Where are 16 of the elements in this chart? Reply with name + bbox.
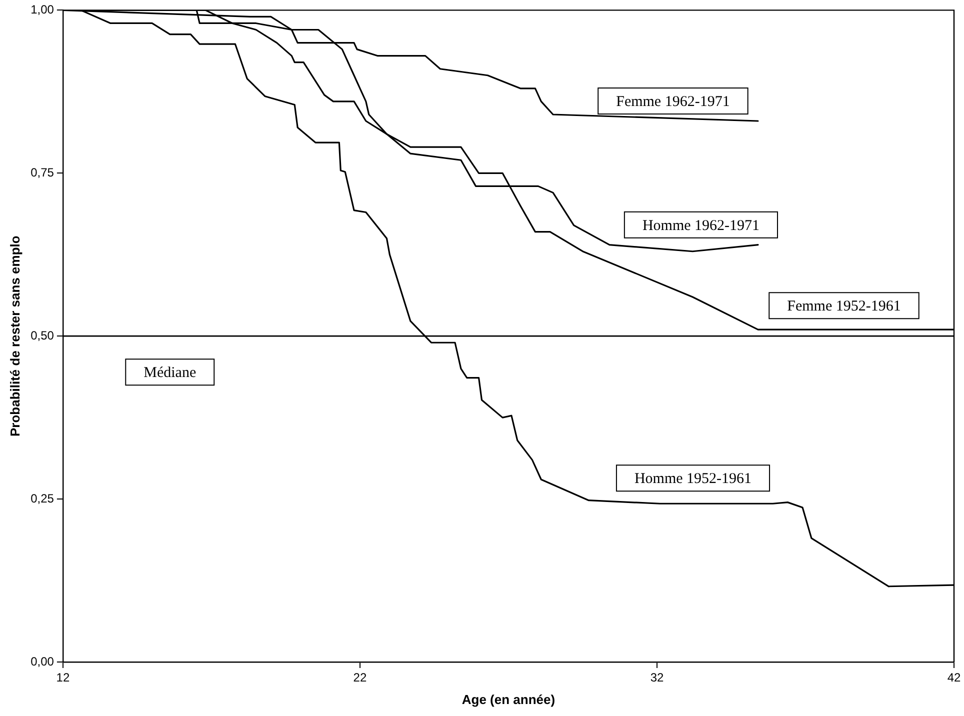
y-tick-label: 0,75: [30, 165, 54, 180]
y-axis-title: Probabilité de rester sans emplo: [7, 236, 22, 437]
series-label: Homme 1962-1971: [642, 218, 760, 234]
x-tick-label: 12: [56, 670, 70, 685]
y-tick-label: 0,50: [30, 328, 54, 342]
series-label: Femme 1962-1971: [616, 94, 730, 110]
x-tick-label: 32: [650, 670, 664, 685]
series-label: Femme 1952-1961: [787, 298, 901, 315]
series-label: Homme 1952-1961: [634, 471, 752, 488]
ref-line-label: Médiane: [144, 365, 196, 382]
x-tick-label: 42: [947, 670, 961, 685]
x-tick-label: 22: [353, 670, 367, 685]
x-axis-title: Age (en année): [462, 692, 556, 707]
y-tick-label: 1,00: [30, 2, 54, 17]
y-tick-label: 0,25: [30, 491, 54, 506]
y-tick-label: 0,00: [30, 654, 54, 668]
